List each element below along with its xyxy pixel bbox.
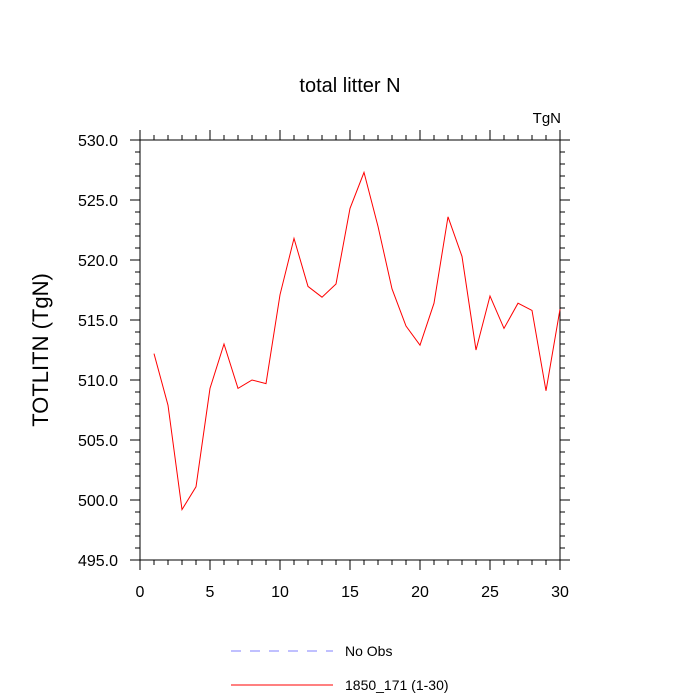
x-tick-label: 15 bbox=[341, 584, 359, 601]
series-layer bbox=[153, 170, 561, 512]
legend-label-1: 1850_171 (1-30) bbox=[345, 677, 449, 693]
x-tick-label: 0 bbox=[136, 584, 145, 601]
tick-labels: 0 5 10 15 20 25 30 495.0 500.0 505.0 510.0 515.0 520… bbox=[78, 133, 569, 601]
y-tick-label: 530.0 bbox=[78, 133, 118, 150]
x-tick-label: 10 bbox=[271, 584, 289, 601]
x-tick-label: 25 bbox=[481, 584, 499, 601]
y-axis-label: TOTLITN (TgN) bbox=[28, 273, 53, 427]
axis-ticks bbox=[130, 130, 570, 570]
y-tick-label: 495.0 bbox=[78, 553, 118, 570]
legend: No Obs 1850_171 (1-30) bbox=[231, 643, 449, 693]
y-tick-label: 515.0 bbox=[78, 313, 118, 330]
x-tick-label: 30 bbox=[551, 584, 569, 601]
y-tick-label: 525.0 bbox=[78, 193, 118, 210]
x-tick-label: 5 bbox=[206, 584, 215, 601]
legend-label-0: No Obs bbox=[345, 643, 392, 659]
series-line-1 bbox=[153, 170, 561, 512]
chart-title: total litter N bbox=[299, 75, 400, 97]
units-label: TgN bbox=[533, 110, 561, 127]
y-tick-label: 520.0 bbox=[78, 253, 118, 270]
y-tick-label: 510.0 bbox=[78, 373, 118, 390]
x-tick-label: 20 bbox=[411, 584, 429, 601]
y-tick-label: 505.0 bbox=[78, 433, 118, 450]
plot-frame bbox=[139, 139, 561, 561]
y-tick-label: 500.0 bbox=[78, 493, 118, 510]
